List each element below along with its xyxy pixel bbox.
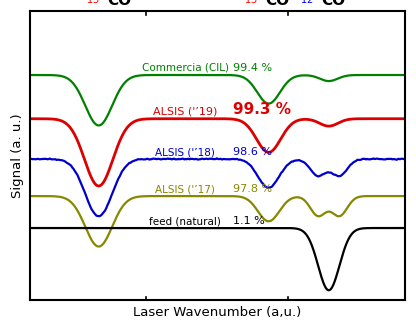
Text: $^{12}$: $^{12}$: [300, 0, 314, 8]
Text: CO: CO: [322, 0, 346, 8]
Text: $^{13}$: $^{13}$: [86, 0, 100, 8]
Text: ALSIS ('’17): ALSIS ('’17): [156, 184, 215, 194]
Text: CO: CO: [107, 0, 131, 8]
Text: 97.8 %: 97.8 %: [233, 184, 272, 194]
Text: 99.4 %: 99.4 %: [233, 63, 272, 73]
Text: ALSIS ('’18): ALSIS ('’18): [156, 147, 215, 157]
Text: ALSIS ('’19): ALSIS ('’19): [153, 107, 218, 117]
Text: feed (natural): feed (natural): [149, 216, 221, 226]
Text: $^{13}$: $^{13}$: [244, 0, 258, 8]
Y-axis label: Signal (a. u.): Signal (a. u.): [11, 114, 24, 198]
Text: 99.3 %: 99.3 %: [233, 102, 291, 117]
Text: CO: CO: [265, 0, 289, 8]
Text: Commercia (CIL): Commercia (CIL): [142, 63, 229, 73]
Text: 98.6 %: 98.6 %: [233, 147, 272, 157]
Text: 1.1 %: 1.1 %: [233, 216, 265, 226]
X-axis label: Laser Wavenumber (a,u.): Laser Wavenumber (a,u.): [133, 306, 302, 319]
